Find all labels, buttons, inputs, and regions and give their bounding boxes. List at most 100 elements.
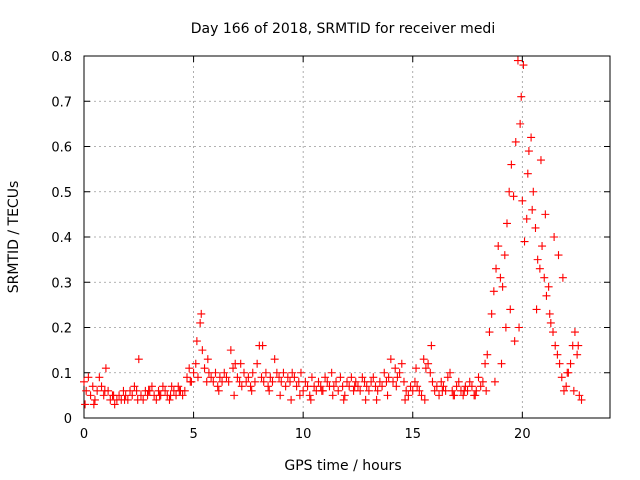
data-point-marker (513, 56, 522, 65)
data-point-marker (299, 386, 308, 395)
data-point-marker (209, 377, 218, 386)
data-point-marker (459, 391, 468, 400)
data-point-marker (474, 373, 483, 382)
data-point-marker (174, 382, 183, 391)
data-point-marker (399, 377, 408, 386)
data-point-marker (361, 395, 370, 404)
data-point-marker (410, 377, 419, 386)
data-point-marker (237, 382, 246, 391)
data-point-marker (427, 341, 436, 350)
data-point-marker (535, 264, 544, 273)
data-point-marker (316, 382, 325, 391)
data-point-marker (236, 359, 245, 368)
x-axis-label: GPS time / hours (284, 458, 401, 474)
data-point-marker (483, 350, 492, 359)
data-point-marker (383, 391, 392, 400)
y-tick-label: 0.4 (51, 231, 72, 246)
grid-lines (84, 56, 610, 418)
data-point-marker (531, 223, 540, 232)
data-point-marker (327, 368, 336, 377)
data-point-marker (490, 377, 499, 386)
data-point-marker (522, 214, 531, 223)
data-point-marker (350, 382, 359, 391)
data-point-marker (220, 368, 229, 377)
data-point-marker (264, 382, 273, 391)
data-point-marker (258, 341, 267, 350)
data-point-marker (185, 364, 194, 373)
data-markers (80, 56, 586, 409)
data-point-marker (288, 368, 297, 377)
data-point-marker (287, 395, 296, 404)
data-point-marker (494, 242, 503, 251)
axis-ticks: 0 5 10 15 20 0 0.1 0.2 0.3 0.4 0.5 0.6 0.7 0.8 (51, 50, 610, 442)
data-point-marker (551, 341, 560, 350)
data-point-marker (134, 355, 143, 364)
data-point-marker (198, 346, 207, 355)
data-point-marker (424, 359, 433, 368)
data-point-marker (378, 382, 387, 391)
data-point-marker (183, 373, 192, 382)
data-point-marker (305, 391, 314, 400)
data-point-marker (415, 386, 424, 395)
data-point-marker (81, 400, 90, 409)
data-point-marker (460, 386, 469, 395)
data-point-marker (253, 359, 262, 368)
data-point-marker (454, 377, 463, 386)
data-point-marker (544, 282, 553, 291)
data-point-marker (340, 391, 349, 400)
data-point-marker (295, 391, 304, 400)
data-point-marker (144, 386, 153, 395)
y-tick-label: 0.3 (51, 276, 72, 291)
data-point-marker (362, 382, 371, 391)
data-point-marker (82, 386, 91, 395)
data-point-marker (557, 373, 566, 382)
data-point-marker (577, 395, 586, 404)
data-point-marker (101, 364, 110, 373)
x-tick-label: 10 (295, 427, 312, 442)
data-point-marker (191, 359, 200, 368)
data-point-marker (286, 377, 295, 386)
data-point-marker (516, 119, 525, 128)
data-point-marker (498, 282, 507, 291)
data-point-marker (478, 377, 487, 386)
data-point-marker (446, 368, 455, 377)
data-point-marker (84, 373, 93, 382)
x-tick-label: 0 (80, 427, 88, 442)
data-point-marker (133, 395, 142, 404)
data-point-marker (90, 395, 99, 404)
data-point-marker (389, 377, 398, 386)
data-point-marker (524, 147, 533, 156)
data-point-marker (574, 341, 583, 350)
data-point-marker (277, 377, 286, 386)
data-point-marker (528, 205, 537, 214)
data-point-marker (233, 373, 242, 382)
data-point-marker (100, 386, 109, 395)
data-point-marker (89, 400, 98, 409)
data-point-marker (569, 386, 578, 395)
data-point-marker (351, 377, 360, 386)
data-point-marker (226, 346, 235, 355)
data-point-marker (395, 368, 404, 377)
data-point-marker (506, 305, 515, 314)
data-point-marker (247, 386, 256, 395)
data-point-marker (203, 355, 212, 364)
data-point-marker (332, 377, 341, 386)
x-tick-label: 5 (189, 427, 197, 442)
data-point-marker (562, 382, 571, 391)
data-point-marker (541, 210, 550, 219)
data-point-marker (419, 355, 428, 364)
data-point-marker (244, 373, 253, 382)
data-point-marker (276, 391, 285, 400)
data-point-marker (80, 377, 88, 386)
data-point-marker (518, 196, 527, 205)
data-point-marker (158, 382, 167, 391)
data-point-marker (166, 391, 175, 400)
data-point-marker (517, 92, 526, 101)
data-point-marker (211, 368, 220, 377)
data-point-marker (257, 373, 266, 382)
data-point-marker (323, 377, 332, 386)
data-point-marker (481, 359, 490, 368)
data-point-marker (507, 160, 516, 169)
data-point-marker (367, 377, 376, 386)
data-point-marker (471, 391, 480, 400)
